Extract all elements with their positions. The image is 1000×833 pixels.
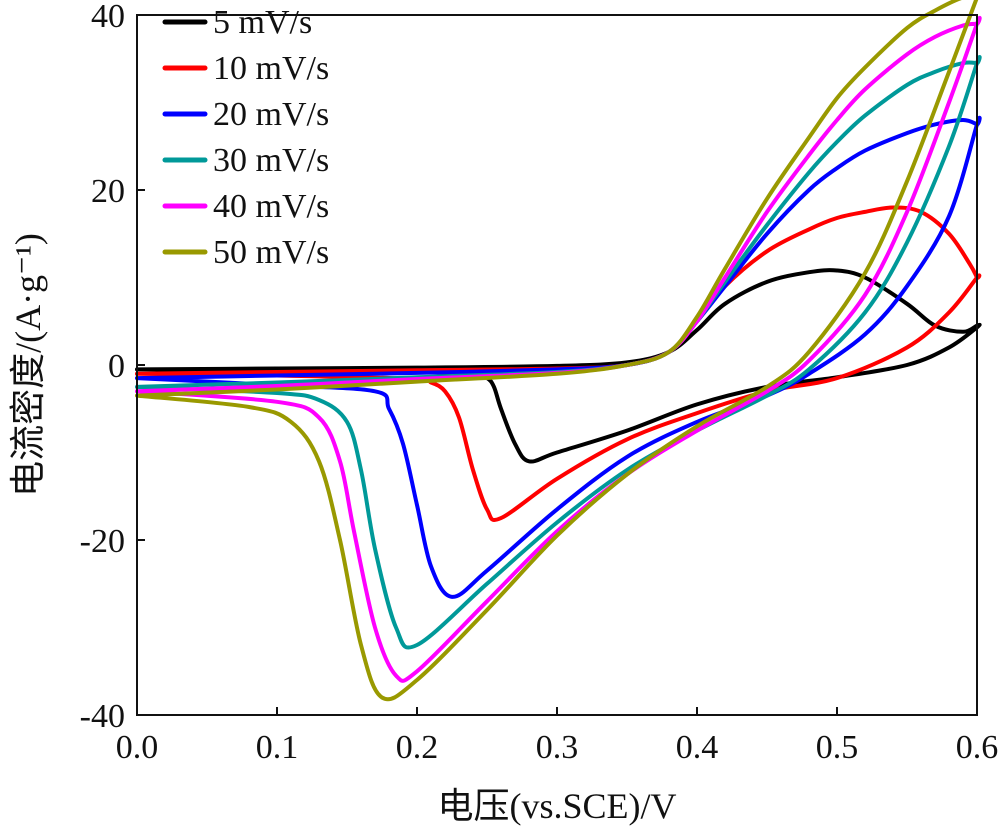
legend-label-1: 5 mV/s [213, 4, 312, 41]
legend-label-4: 30 mV/s [213, 142, 329, 179]
series-line-6 [135, 0, 979, 702]
legend-label-6: 50 mV/s [213, 234, 329, 271]
y-tick-label-4: 40 [91, 0, 125, 35]
x-tick-label-1: 0.1 [256, 729, 299, 766]
x-tick-label-3: 0.3 [536, 729, 579, 766]
y-axis-label: 电流密度/(A·g⁻¹) [8, 233, 48, 497]
y-tick-label-0: -40 [80, 698, 125, 735]
legend-label-3: 20 mV/s [213, 96, 329, 133]
y-tick-label-2: 0 [108, 348, 125, 385]
axis-ticks [136, 14, 978, 716]
legend-label-2: 10 mV/s [213, 50, 329, 87]
y-tick-label-1: -20 [80, 523, 125, 560]
x-axis-label: 电压(vs.SCE)/V [437, 786, 676, 826]
x-tick-label-5: 0.5 [816, 729, 859, 766]
legend-label-5: 40 mV/s [213, 188, 329, 225]
legend: 5 mV/s 10 mV/s 20 mV/s 30 mV/s 40 mV/s 50 mV/… [162, 4, 329, 271]
x-tick-label-0: 0.0 [116, 729, 159, 766]
axis-tick-labels: 0.0 0.1 0.2 0.3 0.4 0.5 0.6 -40 -20 0 20 40 [80, 0, 999, 766]
x-tick-label-2: 0.2 [396, 729, 439, 766]
x-tick-label-4: 0.4 [676, 729, 719, 766]
series-line-1 [135, 268, 982, 464]
plot-area [135, 0, 982, 702]
y-tick-label-3: 20 [91, 173, 125, 210]
x-tick-label-6: 0.6 [956, 729, 999, 766]
